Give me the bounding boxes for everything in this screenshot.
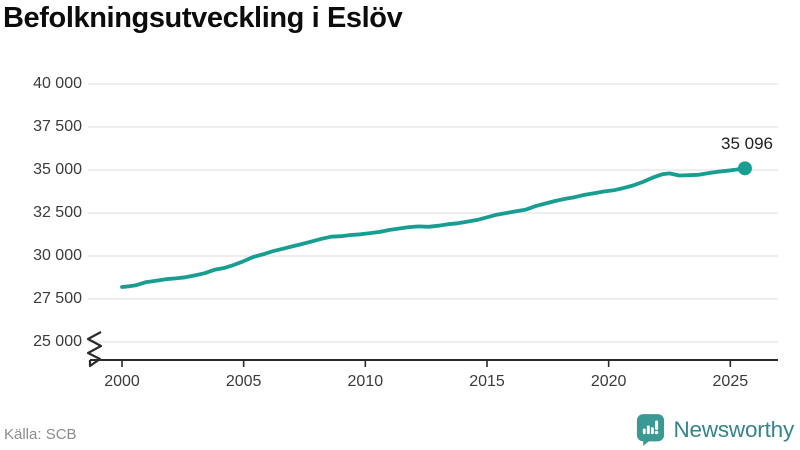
latest-point-marker xyxy=(737,161,752,176)
x-axis-label: 2025 xyxy=(712,373,749,390)
population-line xyxy=(120,166,747,289)
y-axis-label: 35 000 xyxy=(33,161,82,178)
x-axis-label: 2005 xyxy=(225,373,262,390)
y-axis-label: 32 500 xyxy=(33,204,82,221)
y-axis-label: 30 000 xyxy=(33,247,82,264)
x-axis-label: 2020 xyxy=(590,373,627,390)
y-axis-label: 40 000 xyxy=(33,75,82,92)
source-note: Källa: SCB xyxy=(4,426,77,443)
brand-logo: Newsworthy xyxy=(636,413,794,447)
x-axis-label: 2015 xyxy=(469,373,505,390)
chart-title: Befolkningsutveckling i Eslöv xyxy=(3,2,403,34)
x-axis-label: 2010 xyxy=(347,373,384,390)
brand-wordmark: Newsworthy xyxy=(673,417,794,442)
y-axis-label: 25 000 xyxy=(33,333,82,350)
y-axis-break-icon xyxy=(86,331,103,368)
latest-value-label: 35 096 xyxy=(721,134,773,153)
y-axis-label: 27 500 xyxy=(33,290,82,307)
y-axis-label: 37 500 xyxy=(33,118,82,135)
bar-chart-speech-bubble-icon xyxy=(637,414,665,446)
x-axis-label: 2000 xyxy=(104,373,140,390)
